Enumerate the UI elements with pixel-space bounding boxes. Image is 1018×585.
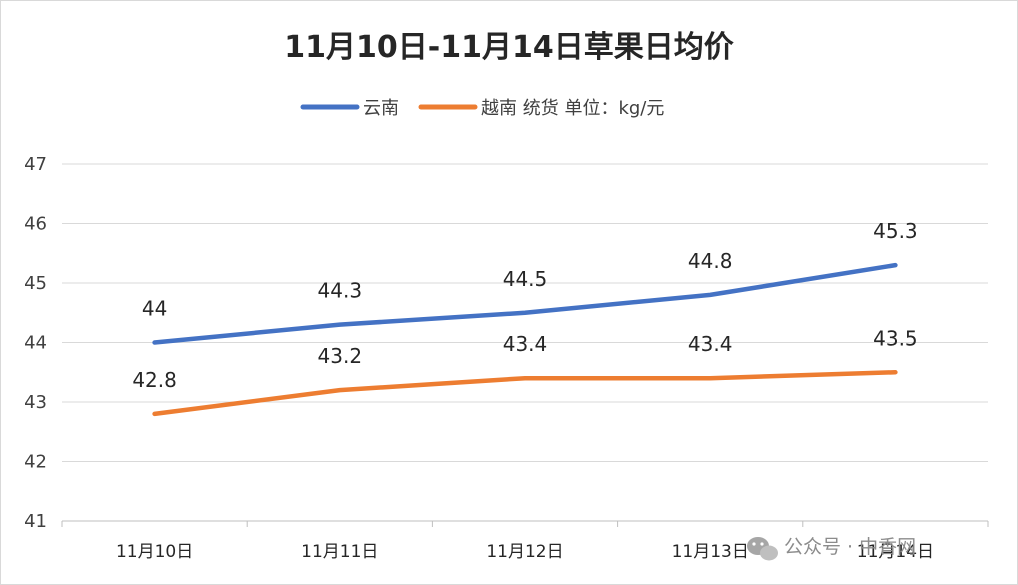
x-axis: 11月10日 11月11日 11月12日 11月13日 11月14日 — [61, 520, 989, 562]
x-tick-label: 11月11日 — [301, 542, 378, 562]
data-label: 42.8 — [132, 368, 177, 392]
data-label: 44.8 — [688, 249, 733, 273]
gridlines — [62, 163, 988, 462]
data-label: 43.4 — [688, 332, 733, 356]
data-label: 44.5 — [503, 267, 548, 291]
legend-label-vietnam: 越南 统货 单位：kg/元 — [481, 98, 664, 119]
watermark: 公众号 · 中香网 — [747, 536, 916, 561]
y-tick-label: 47 — [24, 154, 47, 175]
x-tick-label: 11月10日 — [116, 542, 193, 562]
wechat-icon — [747, 537, 778, 561]
x-tick-label: 11月13日 — [672, 542, 749, 562]
chart-title: 11月10日-11月14日草果日均价 — [284, 30, 733, 65]
series-group — [152, 262, 898, 417]
x-tick-label: 11月12日 — [486, 542, 563, 562]
watermark-text: 公众号 · 中香网 — [784, 536, 916, 558]
y-tick-label: 44 — [24, 333, 47, 354]
data-labels: 44 44.3 44.5 44.8 45.3 42.8 43.2 43.4 43.4 43.5 — [132, 219, 917, 392]
y-tick-label: 41 — [24, 511, 47, 532]
y-tick-label: 42 — [24, 452, 47, 473]
data-label: 44.3 — [318, 279, 363, 303]
y-axis: 41 42 43 44 45 46 47 — [24, 154, 47, 532]
series-line-yunnan — [152, 262, 898, 345]
y-tick-label: 46 — [24, 214, 47, 235]
legend: 云南 越南 统货 单位：kg/元 — [300, 98, 664, 119]
x-tick-label: 11月14日 — [857, 542, 934, 562]
legend-label-yunnan: 云南 — [363, 98, 399, 119]
series-line-vietnam — [152, 370, 898, 417]
data-label: 44 — [142, 297, 167, 321]
data-label: 43.5 — [873, 326, 918, 350]
data-label: 43.2 — [318, 344, 363, 368]
data-label: 43.4 — [503, 332, 548, 356]
y-tick-label: 43 — [24, 392, 47, 413]
data-label: 45.3 — [873, 219, 918, 243]
y-tick-label: 45 — [24, 273, 47, 294]
